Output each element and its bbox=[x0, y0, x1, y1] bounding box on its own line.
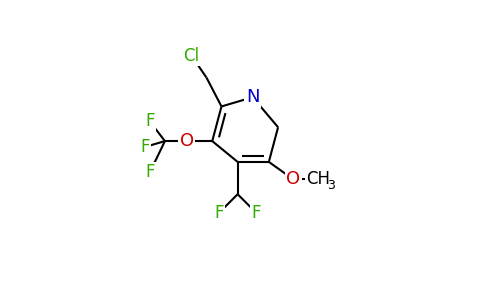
Text: F: F bbox=[145, 163, 154, 181]
Text: CH: CH bbox=[306, 170, 331, 188]
Text: O: O bbox=[180, 132, 194, 150]
Text: Cl: Cl bbox=[183, 46, 199, 64]
Text: F: F bbox=[251, 204, 261, 222]
Text: F: F bbox=[145, 112, 154, 130]
Text: N: N bbox=[246, 88, 259, 106]
Text: F: F bbox=[140, 138, 150, 156]
Text: F: F bbox=[214, 204, 224, 222]
Text: 3: 3 bbox=[327, 179, 334, 192]
Text: O: O bbox=[286, 170, 300, 188]
